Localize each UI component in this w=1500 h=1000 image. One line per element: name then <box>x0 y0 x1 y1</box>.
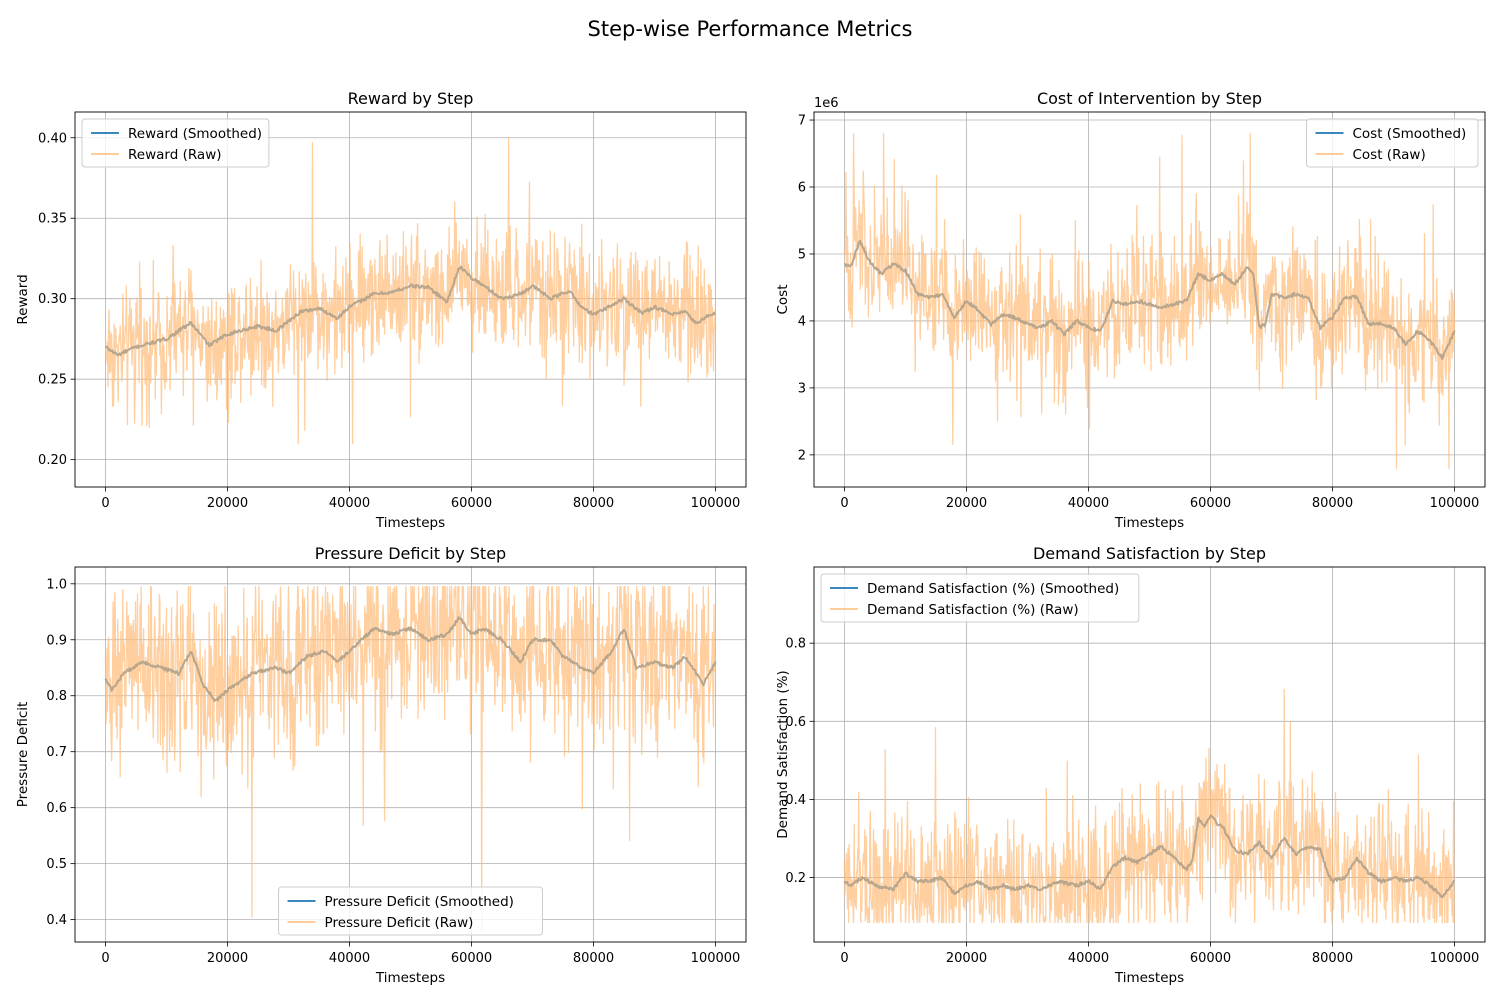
chart-1-legend-label-0: Cost (Smoothed) <box>1353 126 1467 142</box>
chart-2-ytick-label-1: 0.5 <box>46 857 67 872</box>
chart-1-ticks: 0 20000 40000 60000 80000 100000 2 3 4 5 6 7 <box>798 114 1480 511</box>
chart-3-smoothed-overlay <box>843 814 1455 899</box>
chart-3-ytick-label-0: 0.2 <box>785 871 806 886</box>
chart-0: 0 20000 40000 60000 80000 100000 0.20 0.25 0.30 0… <box>15 89 747 531</box>
chart-0-xtick-label-1: 20000 <box>207 496 248 511</box>
chart-1-frame <box>813 111 1486 488</box>
chart-2-xtick-label-5: 100000 <box>691 951 741 966</box>
chart-0-xtick-label-3: 60000 <box>451 496 492 511</box>
chart-0-xtick-label-4: 80000 <box>573 496 614 511</box>
chart-1-raw-line <box>843 132 1456 469</box>
chart-2-xtick-label-4: 80000 <box>573 951 614 966</box>
chart-2-ylabel: Pressure Deficit <box>15 702 31 808</box>
chart-1-xtick-label-5: 100000 <box>1430 496 1480 511</box>
chart-1-ytick-label-3: 5 <box>798 247 806 262</box>
chart-0-title: Reward by Step <box>348 89 474 108</box>
chart-3-xtick-label-4: 80000 <box>1312 951 1353 966</box>
chart-2-legend-label-0: Pressure Deficit (Smoothed) <box>325 894 514 910</box>
chart-3-xtick-label-1: 20000 <box>946 951 987 966</box>
chart-1-legend-label-1: Cost (Raw) <box>1353 147 1426 163</box>
chart-2-ticks: 0 20000 40000 60000 80000 100000 0.4 0.5 0.6 0.7 0… <box>46 577 740 966</box>
chart-1-xtick-label-4: 80000 <box>1312 496 1353 511</box>
chart-2-grid <box>75 567 746 942</box>
chart-3-frame <box>813 566 1486 943</box>
chart-2-xtick-label-3: 60000 <box>451 951 492 966</box>
chart-0-ytick-label-2: 0.30 <box>38 292 67 307</box>
chart-3-legend: Demand Satisfaction (%) (Smoothed) Demand… <box>820 573 1140 623</box>
chart-1-xlabel: Timesteps <box>1114 515 1184 531</box>
chart-1-ytick-label-1: 3 <box>798 381 806 396</box>
chart-3-xlabel: Timesteps <box>1114 970 1184 986</box>
chart-0-xtick-label-0: 0 <box>101 496 109 511</box>
chart-0-smoothed-overlay <box>105 265 717 357</box>
chart-1-ytick-label-0: 2 <box>798 448 806 463</box>
chart-0-legend-label-1: Reward (Raw) <box>128 147 222 163</box>
chart-2-ytick-label-5: 0.9 <box>46 633 67 648</box>
chart-0-ylabel: Reward <box>15 274 31 324</box>
chart-2-ytick-label-3: 0.7 <box>46 745 67 760</box>
chart-2-xtick-label-1: 20000 <box>207 951 248 966</box>
chart-1-xtick-label-3: 60000 <box>1190 496 1231 511</box>
chart-0-ytick-label-1: 0.25 <box>38 373 67 388</box>
chart-0-legend: Reward (Smoothed) Reward (Raw) <box>81 118 270 168</box>
chart-1-smoothed-overlay <box>844 240 1456 360</box>
chart-2-legend: Pressure Deficit (Smoothed) Pressure Defi… <box>278 886 543 936</box>
chart-3-legend-box <box>820 573 1140 623</box>
chart-1: 0 20000 40000 60000 80000 100000 2 3 4 5 6 7 Cost of… <box>775 89 1486 531</box>
chart-1-title: Cost of Intervention by Step <box>1037 89 1262 108</box>
chart-0-ytick-label-3: 0.35 <box>38 212 67 227</box>
chart-2-xtick-label-2: 40000 <box>329 951 370 966</box>
chart-0-legend-label-0: Reward (Smoothed) <box>128 126 262 142</box>
chart-2-legend-box <box>278 886 543 936</box>
chart-0-ticks: 0 20000 40000 60000 80000 100000 0.20 0.25 0.30 0… <box>38 131 740 511</box>
chart-3-ytick-label-2: 0.6 <box>785 715 806 730</box>
chart-0-raw-line <box>104 137 717 445</box>
chart-3-legend-label-1: Demand Satisfaction (%) (Raw) <box>867 602 1079 618</box>
chart-3-raw-line <box>843 688 1456 924</box>
chart-1-xtick-label-1: 20000 <box>946 496 987 511</box>
chart-1-legend-box <box>1306 118 1479 168</box>
chart-1-ylabel: Cost <box>775 284 791 314</box>
chart-2-ytick-label-6: 1.0 <box>46 577 67 592</box>
chart-0-xtick-label-2: 40000 <box>329 496 370 511</box>
chart-1-legend: Cost (Smoothed) Cost (Raw) <box>1306 118 1479 168</box>
figure-title: Step-wise Performance Metrics <box>588 17 913 41</box>
chart-3-xtick-label-5: 100000 <box>1430 951 1480 966</box>
chart-2-frame <box>74 566 747 943</box>
chart-0-frame <box>74 111 747 488</box>
chart-1-ytick-label-4: 6 <box>798 181 806 196</box>
chart-0-xlabel: Timesteps <box>375 515 445 531</box>
chart-0-xtick-label-5: 100000 <box>691 496 741 511</box>
chart-3-ylabel: Demand Satisfaction (%) <box>775 670 791 838</box>
chart-3-xtick-label-0: 0 <box>840 951 848 966</box>
chart-3: 0 20000 40000 60000 80000 100000 0.2 0.4 0.6 0.8 D… <box>775 544 1486 986</box>
chart-2-title: Pressure Deficit by Step <box>315 544 506 563</box>
chart-3-legend-label-0: Demand Satisfaction (%) (Smoothed) <box>867 581 1119 597</box>
chart-2-ytick-label-2: 0.6 <box>46 801 67 816</box>
chart-3-xtick-label-2: 40000 <box>1068 951 1109 966</box>
chart-0-ytick-label-0: 0.20 <box>38 453 67 468</box>
chart-3-ticks: 0 20000 40000 60000 80000 100000 0.2 0.4 0.6 0.8 <box>785 637 1479 966</box>
chart-2-legend-label-1: Pressure Deficit (Raw) <box>325 915 474 931</box>
chart-2-xlabel: Timesteps <box>375 970 445 986</box>
chart-3-ytick-label-3: 0.8 <box>785 637 806 652</box>
chart-3-title: Demand Satisfaction by Step <box>1033 544 1266 563</box>
chart-1-offset-label: 1e6 <box>814 96 839 111</box>
chart-2-smoothed-overlay <box>104 616 717 702</box>
chart-2-ytick-label-0: 0.4 <box>46 913 67 928</box>
chart-2-ytick-label-4: 0.8 <box>46 689 67 704</box>
chart-1-xtick-label-2: 40000 <box>1068 496 1109 511</box>
chart-1-ytick-label-5: 7 <box>798 114 806 129</box>
chart-3-ytick-label-1: 0.4 <box>785 793 806 808</box>
chart-2: 0 20000 40000 60000 80000 100000 0.4 0.5 0.6 0.7 0… <box>15 544 747 986</box>
chart-1-ytick-label-2: 4 <box>798 314 806 329</box>
chart-0-legend-box <box>81 118 270 168</box>
chart-1-xtick-label-0: 0 <box>840 496 848 511</box>
chart-2-xtick-label-0: 0 <box>101 951 109 966</box>
chart-0-ytick-label-4: 0.40 <box>38 131 67 146</box>
chart-3-xtick-label-3: 60000 <box>1190 951 1231 966</box>
